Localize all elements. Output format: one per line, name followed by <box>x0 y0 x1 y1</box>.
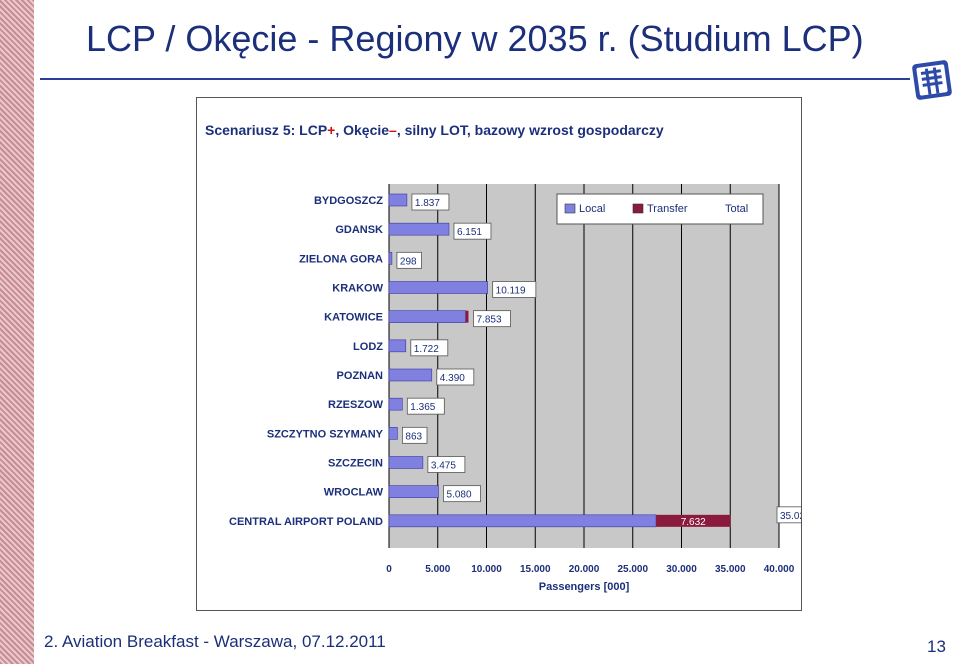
x-tick-label: 30.000 <box>666 564 697 575</box>
bar-local <box>388 485 439 498</box>
data-label-box <box>473 310 511 328</box>
chart-title-part: + <box>327 122 335 138</box>
data-label: 4.390 <box>440 373 465 384</box>
bar-local <box>388 281 488 294</box>
category-label: LODZ <box>353 341 383 353</box>
data-label-box <box>443 485 481 503</box>
data-label: 298 <box>400 256 417 267</box>
data-label: 1.837 <box>415 198 440 209</box>
data-label: 7.853 <box>476 315 501 326</box>
data-label: 1.722 <box>414 344 439 355</box>
bar-local <box>388 193 408 207</box>
bar-local <box>388 222 450 236</box>
bar-chart: Scenariusz 5: LCP+, Okęcie–, silny LOT, … <box>205 122 801 593</box>
page-number: 13 <box>927 637 946 656</box>
category-label: POZNAN <box>337 370 384 382</box>
x-axis-label: Passengers [000] <box>539 581 630 593</box>
left-decorative-stripe <box>0 0 34 664</box>
legend-label: Total <box>725 203 748 215</box>
footer-text: 2. Aviation Breakfast - Warszawa, 07.12.… <box>44 632 386 651</box>
data-label-box <box>427 456 466 473</box>
legend-label: Local <box>579 203 605 215</box>
data-label-box <box>402 426 428 444</box>
bar-local <box>388 310 466 323</box>
x-tick-label: 5.000 <box>425 564 450 575</box>
data-label: 1.365 <box>410 402 435 413</box>
data-label-box <box>406 397 445 415</box>
data-label-box <box>453 222 492 240</box>
category-label: GDANSK <box>335 224 383 236</box>
legend-swatch <box>564 203 576 214</box>
data-label: 5.080 <box>447 490 472 501</box>
chart-title-part: , Okęcie <box>335 122 389 138</box>
bar-transfer <box>656 514 731 527</box>
category-label: CENTRAL AIRPORT POLAND <box>229 516 383 528</box>
data-label: 3.475 <box>431 461 456 472</box>
data-label-box <box>410 339 449 357</box>
chart-title-part: Scenariusz 5: LCP <box>205 122 327 138</box>
category-label: KATOWICE <box>324 312 383 324</box>
bar-local <box>388 397 403 411</box>
bar-local <box>388 252 393 265</box>
x-tick-label: 35.000 <box>715 564 746 575</box>
data-label-box <box>776 506 801 524</box>
data-label: 35.021 <box>780 511 801 522</box>
data-label: 863 <box>405 431 422 442</box>
chart-title: Scenariusz 5: LCP+, Okęcie–, silny LOT, … <box>205 122 664 138</box>
transfer-data-label: 7.632 <box>681 517 706 528</box>
data-label: 10.119 <box>496 286 526 297</box>
data-label-box <box>411 193 450 211</box>
x-tick-label: 40.000 <box>764 564 795 575</box>
bar-transfer <box>465 310 469 323</box>
x-tick-label: 20.000 <box>569 564 600 575</box>
bar-local <box>388 368 433 382</box>
category-label: SZCZYTNO SZYMANY <box>267 428 384 440</box>
legend-label: Transfer <box>647 203 688 215</box>
legend-box <box>556 193 764 225</box>
bar-local <box>388 514 657 528</box>
bar-local <box>388 339 407 353</box>
x-tick-label: 25.000 <box>617 564 648 575</box>
category-label: BYDGOSZCZ <box>314 195 383 207</box>
x-tick-label: 0 <box>386 564 392 575</box>
chart-title-part: , silny LOT, bazowy wzrost gospodarczy <box>397 122 664 138</box>
category-label: ZIELONA GORA <box>299 253 383 265</box>
bar-local <box>388 456 424 469</box>
category-label: RZESZOW <box>328 399 384 411</box>
data-label: 6.151 <box>457 227 482 238</box>
legend-swatch <box>632 203 644 214</box>
x-tick-label: 15.000 <box>520 564 551 575</box>
data-label-box <box>436 368 475 386</box>
category-label: KRAKOW <box>332 283 383 295</box>
data-label-box <box>492 281 537 298</box>
chart-container: Scenariusz 5: LCP+, Okęcie–, silny LOT, … <box>196 97 802 611</box>
slide-title: LCP / Okęcie - Regiony w 2035 r. (Studiu… <box>86 18 864 59</box>
title-underline <box>40 78 910 80</box>
chart-title-part: – <box>389 122 397 138</box>
category-label: SZCZECIN <box>328 458 383 470</box>
category-label: WROCLAW <box>324 487 384 499</box>
institution-logo-icon <box>912 60 952 100</box>
data-label-box <box>396 251 422 269</box>
x-tick-label: 10.000 <box>471 564 502 575</box>
bar-local <box>388 427 398 440</box>
